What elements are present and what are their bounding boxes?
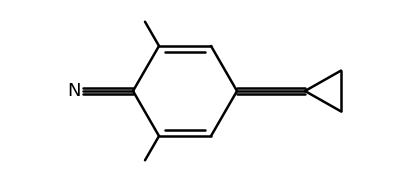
Text: N: N <box>67 82 81 100</box>
